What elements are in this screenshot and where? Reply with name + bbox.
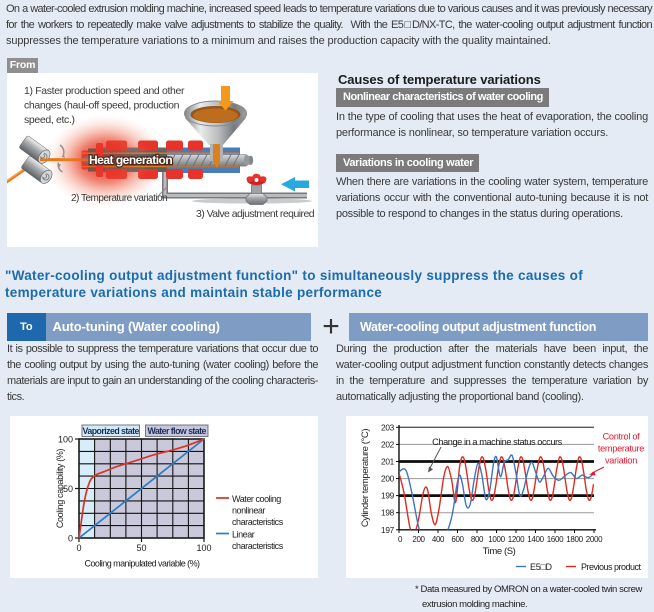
svg-text:50: 50: [136, 543, 146, 553]
svg-text:203: 203: [381, 422, 395, 432]
svg-text:Cylinder temperature (°C): Cylinder temperature (°C): [360, 429, 371, 528]
svg-text:201: 201: [381, 457, 395, 467]
svg-text:characteristics: characteristics: [232, 517, 284, 527]
svg-text:Cooling capability (%): Cooling capability (%): [55, 448, 65, 528]
svg-text:197: 197: [381, 525, 395, 535]
svg-text:1400: 1400: [527, 535, 544, 544]
svg-text:variation: variation: [605, 456, 637, 466]
svg-text:1800: 1800: [566, 535, 583, 544]
svg-text:E5□D: E5□D: [530, 562, 553, 572]
svg-text:Previous product: Previous product: [581, 562, 642, 572]
svg-text:changes (haul-off speed, produ: changes (haul-off speed, production: [24, 100, 180, 112]
svg-text:Time (S): Time (S): [483, 546, 516, 557]
svg-text:50: 50: [63, 484, 73, 494]
svg-text:temperature: temperature: [598, 444, 644, 454]
svg-text:nonlinear: nonlinear: [232, 506, 265, 516]
svg-text:600: 600: [451, 535, 464, 544]
svg-text:1200: 1200: [508, 535, 525, 544]
svg-text:200: 200: [381, 474, 395, 484]
svg-text:speed, etc.): speed, etc.): [24, 114, 75, 126]
svg-text:1600: 1600: [547, 535, 564, 544]
svg-text:Change in a machine status occ: Change in a machine status occurs: [432, 437, 562, 447]
svg-text:2) Temperature variation: 2) Temperature variation: [71, 193, 167, 204]
svg-text:Cooling manipulated variable (: Cooling manipulated variable (%): [85, 559, 201, 569]
svg-text:Linear: Linear: [232, 530, 255, 540]
svg-text:0: 0: [76, 543, 81, 553]
svg-text:198: 198: [381, 508, 395, 518]
svg-text:1) Faster production speed and: 1) Faster production speed and other: [24, 85, 185, 97]
svg-text:3) Valve adjustment required: 3) Valve adjustment required: [196, 208, 315, 220]
svg-text:199: 199: [381, 491, 395, 501]
svg-text:202: 202: [381, 439, 395, 449]
svg-text:100: 100: [58, 435, 73, 445]
svg-text:100: 100: [196, 543, 211, 553]
svg-text:0: 0: [68, 534, 73, 544]
svg-text:1000: 1000: [488, 535, 505, 544]
svg-text:Water cooling: Water cooling: [232, 494, 281, 504]
svg-text:characteristics: characteristics: [232, 541, 284, 551]
svg-text:Vaporized state: Vaporized state: [83, 426, 140, 436]
svg-text:Water flow state: Water flow state: [148, 426, 207, 436]
svg-text:Heat generation: Heat generation: [89, 153, 172, 167]
svg-text:800: 800: [471, 535, 484, 544]
svg-text:200: 200: [412, 535, 425, 544]
svg-text:0: 0: [398, 535, 403, 544]
svg-text:Control of: Control of: [603, 432, 641, 442]
svg-text:2000: 2000: [586, 535, 603, 544]
svg-text:400: 400: [432, 535, 445, 544]
